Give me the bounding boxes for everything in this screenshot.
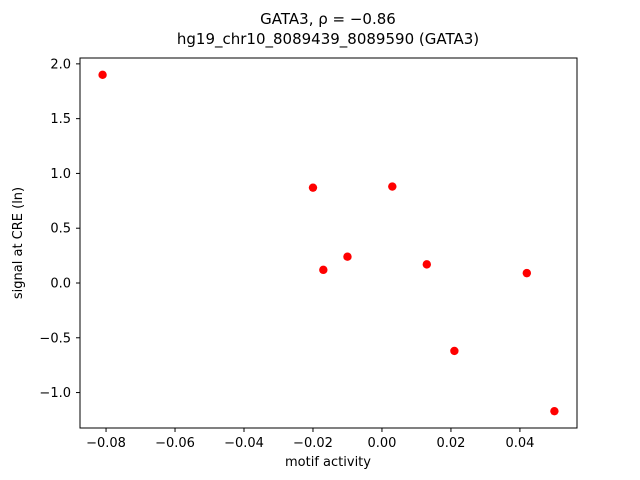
- x-tick-label: 0.02: [436, 436, 465, 451]
- data-points: [98, 70, 559, 416]
- y-tick-label: 0.5: [50, 222, 71, 237]
- data-point: [308, 183, 318, 192]
- x-axis-label: motif activity: [285, 455, 371, 470]
- data-point: [422, 260, 431, 269]
- data-point: [550, 406, 559, 416]
- y-tick-label: 1.0: [50, 167, 71, 182]
- y-tick-label: −0.5: [39, 331, 71, 346]
- chart-subtitle: hg19_chr10_8089439_8089590 (GATA3): [177, 30, 479, 49]
- plot-area-border: [79, 57, 578, 429]
- data-point: [319, 265, 328, 275]
- data-point: [98, 70, 107, 80]
- data-point: [450, 346, 459, 356]
- data-point: [522, 268, 532, 278]
- chart-title: GATA3, ρ = −0.86: [260, 10, 396, 28]
- x-tick-label: −0.02: [293, 436, 333, 451]
- data-point: [388, 182, 397, 191]
- x-tick-label: 0.04: [505, 436, 534, 451]
- y-axis-ticks: −1.0 −0.5 0.0 0.5 1.0 1.5 2.0: [39, 57, 80, 401]
- x-tick-label: −0.04: [224, 436, 264, 451]
- y-tick-label: −1.0: [39, 386, 71, 401]
- y-tick-label: 1.5: [50, 112, 71, 127]
- x-tick-label: 0.00: [367, 436, 396, 451]
- x-tick-label: −0.06: [155, 436, 195, 451]
- x-axis-ticks: −0.08 −0.06 −0.04 −0.02 0.00 0.02 0.04: [86, 428, 534, 451]
- data-point: [343, 252, 352, 261]
- y-axis-label: signal at CRE (ln): [11, 187, 26, 299]
- y-tick-label: 0.0: [50, 276, 71, 291]
- y-tick-label: 2.0: [50, 57, 71, 72]
- x-tick-label: −0.08: [86, 436, 126, 451]
